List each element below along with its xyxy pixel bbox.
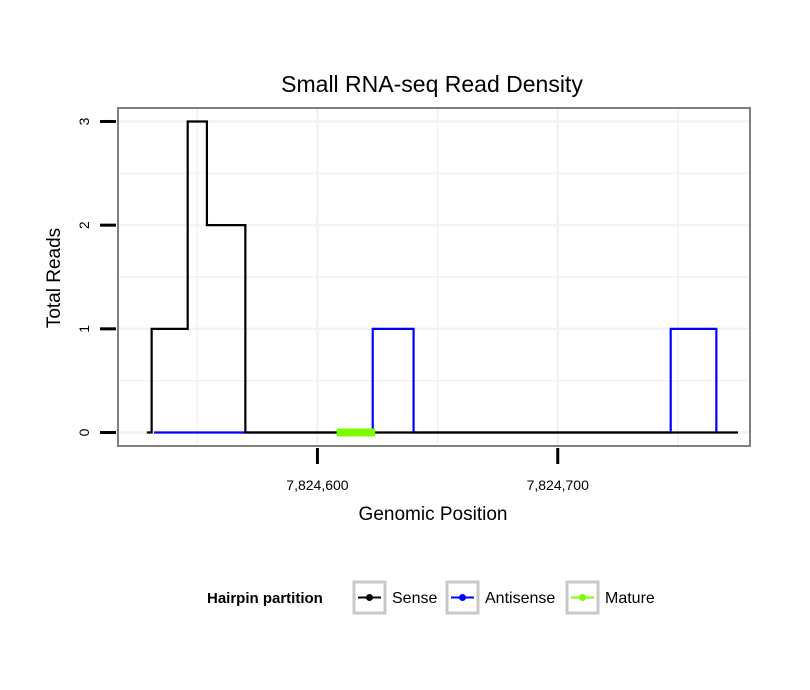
- y-tick-label: 0: [76, 428, 92, 436]
- legend-key-point: [366, 594, 373, 601]
- legend-label-sense: Sense: [392, 590, 437, 607]
- legend-label-mature: Mature: [605, 590, 655, 607]
- legend-label-antisense: Antisense: [485, 590, 555, 607]
- series-layer: [146, 120, 738, 437]
- x-axis-title: Genomic Position: [359, 504, 508, 525]
- legend-key-point: [579, 594, 586, 601]
- x-tick-label: 7,824,700: [527, 477, 589, 493]
- x-axis: 7,824,600 7,824,700: [286, 448, 589, 493]
- legend-title: Hairpin partition: [207, 590, 323, 607]
- y-axis-title: Total Reads: [44, 228, 65, 328]
- y-tick-label: 3: [76, 117, 92, 125]
- chart-title: Small RNA-seq Read Density: [281, 71, 583, 97]
- x-tick-label: 7,824,600: [286, 477, 348, 493]
- y-axis: 0 1 2 3: [76, 117, 116, 436]
- y-tick-label: 2: [76, 221, 92, 229]
- legend-key-point: [459, 594, 466, 601]
- legend: Hairpin partition Sense Antisense Mature: [207, 580, 655, 615]
- plot-border: [117, 107, 751, 447]
- series-line-sense: [146, 120, 738, 434]
- y-tick-label: 1: [76, 325, 92, 333]
